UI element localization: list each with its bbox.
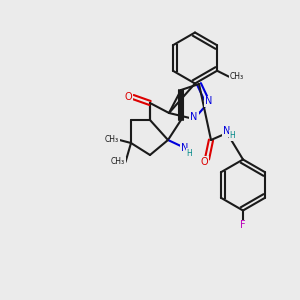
Text: CH₃: CH₃ <box>111 158 125 166</box>
Text: O: O <box>200 157 208 167</box>
Text: O: O <box>125 92 132 102</box>
Text: F: F <box>240 220 246 230</box>
Text: H: H <box>230 131 235 140</box>
Text: N: N <box>205 97 213 106</box>
Text: CH₃: CH₃ <box>105 136 119 145</box>
Text: N: N <box>181 143 189 153</box>
Text: N: N <box>223 127 231 136</box>
Text: N: N <box>190 112 198 122</box>
Text: CH₃: CH₃ <box>230 72 244 81</box>
Text: H: H <box>187 149 192 158</box>
